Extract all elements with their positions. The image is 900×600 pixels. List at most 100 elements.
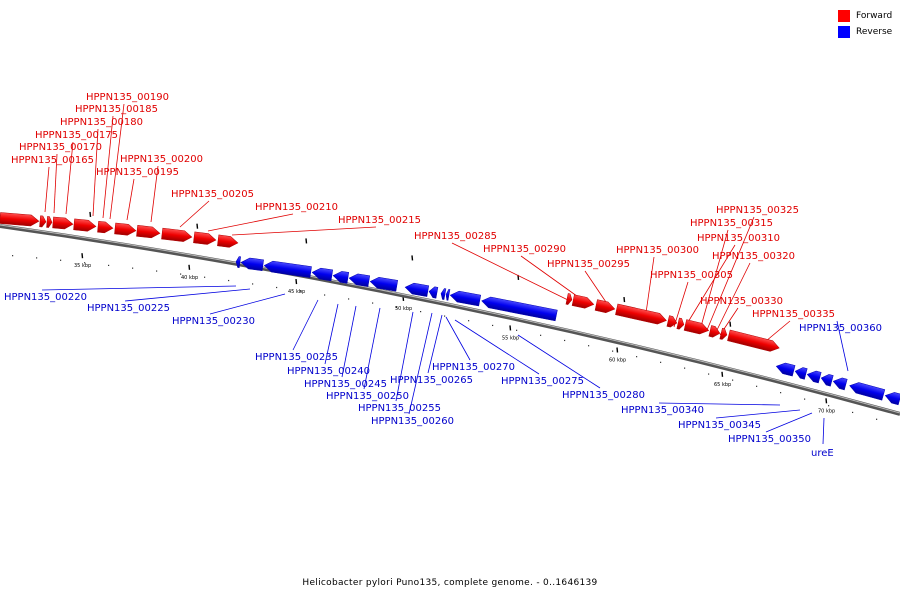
- upper-tick: [729, 321, 732, 327]
- forward-gene-19-arrow: [708, 325, 721, 338]
- forward-gene-6-arrow: [97, 220, 114, 234]
- forward-gene-1-arrow: [0, 212, 40, 227]
- hppn135-00315-label: HPPN135_00315: [690, 218, 773, 229]
- hppn135-00180-label: HPPN135_00180: [60, 117, 143, 128]
- minor-tick: [708, 373, 710, 375]
- hppn135-00210-label: HPPN135_00210: [255, 202, 338, 213]
- reverse-leader-line: [822, 417, 825, 445]
- reverse-gene-10-arrow: [440, 288, 447, 300]
- reverse-gene-12-arrow: [449, 290, 482, 307]
- reverse-gene-19-arrow: [849, 382, 886, 401]
- forward-legend-label: Forward: [856, 11, 893, 21]
- reverse-gene-9-arrow: [428, 286, 439, 299]
- forward-leader-line: [715, 262, 751, 333]
- minor-tick: [468, 320, 470, 322]
- minor-tick: [588, 345, 590, 347]
- upper-tick: [89, 211, 92, 217]
- reverse-gene-6-arrow: [348, 273, 371, 287]
- hppn135-00350-label: HPPN135_00350: [728, 434, 811, 445]
- forward-gene-13-arrow: [571, 294, 595, 309]
- upper-tick: [196, 223, 199, 229]
- hppn135-00165-label: HPPN135_00165: [11, 155, 94, 166]
- reverse-leader-line: [341, 305, 357, 378]
- reverse-leader-line: [209, 293, 286, 315]
- forward-gene-8-arrow: [136, 225, 161, 239]
- minor-tick: [420, 311, 422, 313]
- forward-leader-line: [44, 166, 50, 213]
- major-tick: [295, 278, 298, 285]
- minor-tick: [108, 264, 110, 266]
- reverse-leader-line: [765, 412, 813, 433]
- upper-tick: [411, 255, 414, 261]
- forward-gene-17-arrow: [676, 317, 685, 330]
- scale-ticks: 35 kbp 40 kbp 45 kbp 50 kbp 55 kbp 60 kbp 65 k…: [12, 211, 878, 420]
- scale-tick-label: 60 kbp: [609, 358, 626, 364]
- minor-tick: [684, 367, 686, 369]
- hppn135-00305-label: HPPN135_00305: [650, 270, 733, 281]
- forward-leader-line: [109, 103, 125, 220]
- reverse-legend-label: Reverse: [856, 27, 893, 37]
- reverse-gene-18-arrow: [832, 377, 848, 391]
- genome-caption: Helicobacter pylori Puno135, complete ge…: [302, 578, 598, 588]
- hppn135-00300-label: HPPN135_00300: [616, 245, 699, 256]
- forward-leader-line: [53, 153, 58, 214]
- minor-tick: [204, 276, 206, 278]
- reverse-leader-line: [292, 299, 319, 351]
- legend-reverse: Reverse: [838, 25, 892, 39]
- reverse-gene-16-arrow: [806, 370, 822, 384]
- forward-leader-line: [684, 244, 736, 328]
- upper-tick: [623, 296, 626, 303]
- minor-tick: [372, 302, 374, 304]
- major-tick: [825, 398, 828, 404]
- forward-gene-2-arrow: [39, 215, 47, 228]
- reverse-gene-7-arrow: [369, 277, 399, 292]
- minor-tick: [876, 418, 878, 420]
- forward-leader-line: [126, 178, 135, 221]
- gene-arrows: [0, 212, 900, 406]
- hppn135-00220-label: HPPN135_00220: [4, 292, 87, 303]
- reverse-leader-line: [395, 311, 414, 402]
- hppn135-00190-label: HPPN135_00190: [86, 92, 169, 103]
- hppn135-00335-label: HPPN135_00335: [752, 309, 835, 320]
- hppn135-00360-label: HPPN135_00360: [799, 323, 882, 334]
- scale-tick-label: 50 kbp: [395, 306, 412, 312]
- reverse-gene-14-arrow: [775, 362, 796, 377]
- minor-tick: [348, 298, 350, 300]
- minor-tick: [132, 267, 134, 269]
- hppn135-00330-label: HPPN135_00330: [700, 296, 783, 307]
- hppn135-00340-label: HPPN135_00340: [621, 405, 704, 416]
- hppn135-00205-label: HPPN135_00205: [171, 189, 254, 200]
- reverse-leader-line: [445, 316, 471, 361]
- hppn135-00175-label: HPPN135_00175: [35, 130, 118, 141]
- minor-tick: [84, 262, 86, 264]
- hppn135-00275-label: HPPN135_00275: [501, 376, 584, 387]
- minor-tick: [780, 392, 782, 394]
- hppn135-00290-label: HPPN135_00290: [483, 244, 566, 255]
- forward-gene-11-arrow: [217, 234, 239, 248]
- major-tick: [721, 371, 724, 377]
- forward-gene-9-arrow: [161, 227, 193, 242]
- minor-tick: [828, 405, 830, 407]
- hppn135-00250-label: HPPN135_00250: [326, 391, 409, 402]
- forward-gene-18-arrow: [683, 319, 710, 335]
- forward-gene-10-arrow: [193, 231, 217, 245]
- forward-swatch: [838, 10, 850, 22]
- hppn135-00345-label: HPPN135_00345: [678, 420, 761, 431]
- hppn135-00195-label: HPPN135_00195: [96, 167, 179, 178]
- reverse-leader-line: [324, 303, 339, 365]
- forward-gene-7-arrow: [114, 222, 137, 236]
- reverse-leader-line: [124, 288, 251, 302]
- reverse-leader-line: [658, 402, 781, 406]
- forward-leader-line: [65, 141, 74, 215]
- hppn135-00270-label: HPPN135_00270: [432, 362, 515, 373]
- scale-tick-label: 65 kbp: [714, 382, 731, 388]
- hppn135-00240-label: HPPN135_00240: [287, 366, 370, 377]
- forward-leader-line: [673, 281, 689, 328]
- hppn135-00215-label: HPPN135_00215: [338, 215, 421, 226]
- scale-tick-label: 35 kbp: [74, 263, 91, 269]
- legend: Forward Reverse: [838, 9, 892, 41]
- minor-tick: [60, 259, 62, 261]
- reverse-swatch: [838, 26, 850, 38]
